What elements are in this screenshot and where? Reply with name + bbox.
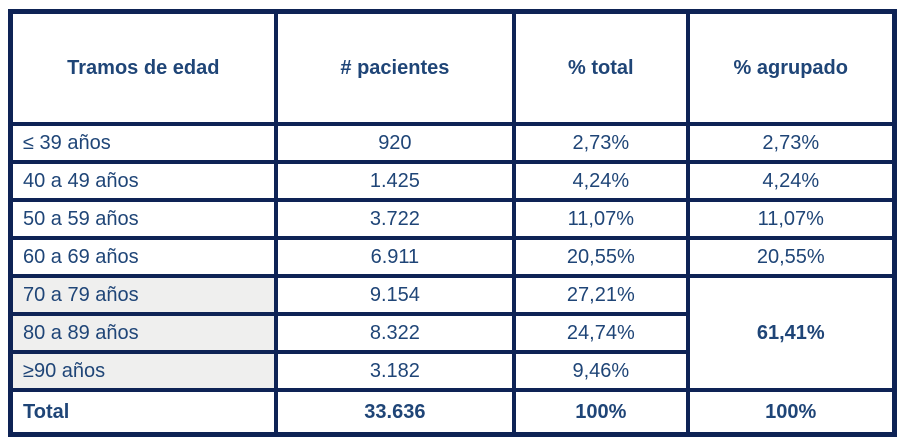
pct-total-cell: 27,21% xyxy=(512,274,690,316)
pct-grouped-cell: 4,24% xyxy=(685,160,897,202)
pct-total-cell: 9,46% xyxy=(512,350,690,392)
header-pct-grouped: % agrupado xyxy=(685,9,897,126)
pct-grouped-cell: 20,55% xyxy=(685,236,897,278)
total-row: Total 33.636 100% 100% xyxy=(8,388,897,437)
age-range-cell: 50 a 59 años xyxy=(8,198,278,240)
age-range-cell: 80 a 89 años xyxy=(8,312,278,354)
table-row: 60 a 69 años 6.911 20,55% 20,55% xyxy=(8,236,897,278)
patients-cell: 3.182 xyxy=(273,350,517,392)
header-row: Tramos de edad # pacientes % total % agr… xyxy=(8,9,897,126)
patients-cell: 9.154 xyxy=(273,274,517,316)
table-row: ≥90 años 3.182 9,46% xyxy=(8,350,895,392)
total-pct-total-cell: 100% xyxy=(512,388,690,437)
pct-total-cell: 2,73% xyxy=(512,122,690,164)
table-row: 40 a 49 años 1.425 4,24% 4,24% xyxy=(8,160,897,202)
table-row: 80 a 89 años 8.322 24,74% xyxy=(8,312,895,354)
pct-grouped-cell: 2,73% xyxy=(685,122,897,164)
age-range-cell: 60 a 69 años xyxy=(8,236,278,278)
age-range-cell: 70 a 79 años xyxy=(8,274,278,316)
table-body: ≤ 39 años 920 2,73% 2,73% 40 a 49 años 1… xyxy=(8,122,897,392)
patients-cell: 6.911 xyxy=(273,236,517,278)
table-header: Tramos de edad # pacientes % total % agr… xyxy=(8,9,897,126)
header-patients: # pacientes xyxy=(273,9,517,126)
pct-total-cell: 24,74% xyxy=(512,312,690,354)
table-footer: Total 33.636 100% 100% xyxy=(8,388,897,437)
header-pct-total: % total xyxy=(512,9,690,126)
pct-total-cell: 11,07% xyxy=(512,198,690,240)
total-patients-cell: 33.636 xyxy=(273,388,517,437)
age-range-cell: ≥90 años xyxy=(8,350,278,392)
patients-cell: 3.722 xyxy=(273,198,517,240)
table-row: ≤ 39 años 920 2,73% 2,73% xyxy=(8,122,897,164)
pct-total-cell: 20,55% xyxy=(512,236,690,278)
total-pct-grouped-cell: 100% xyxy=(685,388,897,437)
header-age-range: Tramos de edad xyxy=(8,9,278,126)
age-distribution-table: Tramos de edad # pacientes % total % agr… xyxy=(8,9,897,437)
pct-grouped-cell: 11,07% xyxy=(685,198,897,240)
age-distribution-table-container: Tramos de edad # pacientes % total % agr… xyxy=(8,9,897,437)
patients-cell: 920 xyxy=(273,122,517,164)
age-range-cell: ≤ 39 años xyxy=(8,122,278,164)
table-row: 70 a 79 años 9.154 27,21% 61,41% xyxy=(8,274,897,392)
table-row: 50 a 59 años 3.722 11,07% 11,07% xyxy=(8,198,897,240)
patients-cell: 1.425 xyxy=(273,160,517,202)
patients-cell: 8.322 xyxy=(273,312,517,354)
grouped-merged-cell: 61,41% xyxy=(685,274,897,392)
pct-total-cell: 4,24% xyxy=(512,160,690,202)
age-range-cell: 40 a 49 años xyxy=(8,160,278,202)
total-label-cell: Total xyxy=(8,388,278,437)
